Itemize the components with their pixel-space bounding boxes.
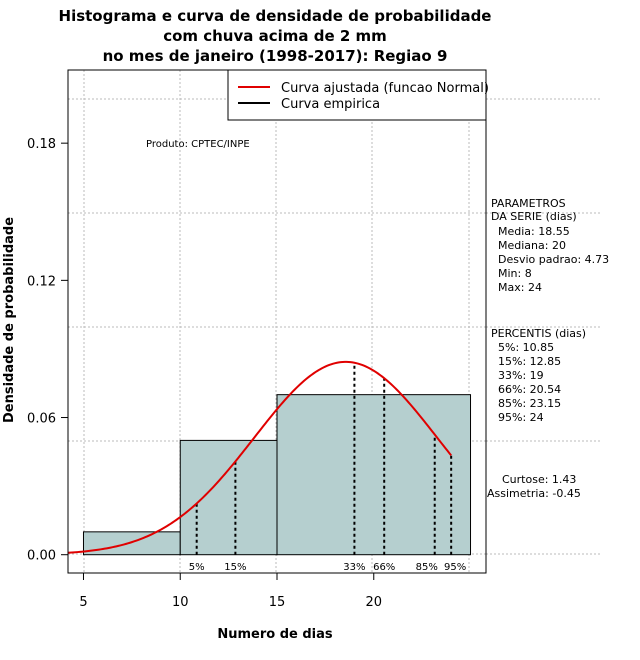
y-axis-title: Densidade de probabilidade [2, 217, 17, 423]
parameter-line: Max: 24 [498, 281, 542, 294]
percentile-lines: 5% 15% 33% 66% 85% 95% [189, 362, 466, 573]
x-axis-title: Numero de dias [217, 627, 333, 642]
parameters-header: PARAMETROS [491, 197, 566, 210]
y-tick-label: 0.18 [27, 137, 56, 152]
legend-label-fitted: Curva ajustada (funcao Normal) [281, 81, 489, 96]
histogram-bars [82, 394, 472, 556]
title-line: com chuva acima de 2 mm [163, 27, 387, 45]
parameter-line: Min: 8 [498, 267, 532, 280]
percentile-label: 95% [444, 562, 466, 573]
percentile-label: 85% [416, 562, 438, 573]
histogram-bar [179, 439, 278, 556]
title-line: Histograma e curva de densidade de proba… [59, 7, 492, 25]
fitted-curve-line [67, 360, 452, 554]
x-tick-label: 5 [79, 595, 87, 610]
x-tick-label: 10 [172, 595, 189, 610]
x-tick-label: 20 [365, 595, 382, 610]
y-tick-label: 0.00 [27, 549, 56, 564]
parameters-header: DA SERIE (dias) [491, 210, 577, 223]
parameter-line: Mediana: 20 [498, 239, 566, 252]
percentile-label: 15% [224, 562, 246, 573]
percentile-label: 5% [189, 562, 205, 573]
fitted-curve [67, 360, 452, 554]
skewness-text: Assimetria: -0.45 [487, 487, 581, 500]
chart-title: Histograma e curva de densidade de proba… [59, 7, 492, 65]
histogram-bar [82, 531, 181, 556]
parameter-line: Media: 18.55 [498, 225, 570, 238]
percentile-line-text: 66%: 20.54 [498, 383, 561, 396]
percentile-line-text: 33%: 19 [498, 369, 544, 382]
y-tick-label: 0.06 [27, 412, 56, 427]
legend-box [227, 69, 487, 121]
percentiles-header: PERCENTIS (dias) [491, 327, 586, 340]
title-line: no mes de janeiro (1998-2017): Regiao 9 [103, 47, 448, 65]
x-tick-label: 15 [269, 595, 286, 610]
y-tick-label: 0.12 [27, 274, 56, 289]
percentile-line-text: 5%: 10.85 [498, 341, 554, 354]
percentile-line-text: 85%: 23.15 [498, 397, 561, 410]
legend: Curva ajustada (funcao Normal)Curva empi… [146, 69, 489, 150]
product-label: Produto: CPTEC/INPE [146, 139, 250, 150]
parameter-line: Desvio padrao: 4.73 [498, 253, 609, 266]
percentile-label: 33% [343, 562, 365, 573]
percentile-label: 66% [373, 562, 395, 573]
percentile-line-text: 15%: 12.85 [498, 355, 561, 368]
legend-label-empirical: Curva empirica [281, 97, 380, 112]
axes: 5 10 15 20 0.00 0.06 0.12 0.18 Numero de dias Den… [2, 69, 487, 642]
kurtosis-text: Curtose: 1.43 [502, 473, 576, 486]
histogram-bar [276, 394, 472, 556]
percentile-line-text: 95%: 24 [498, 411, 544, 424]
